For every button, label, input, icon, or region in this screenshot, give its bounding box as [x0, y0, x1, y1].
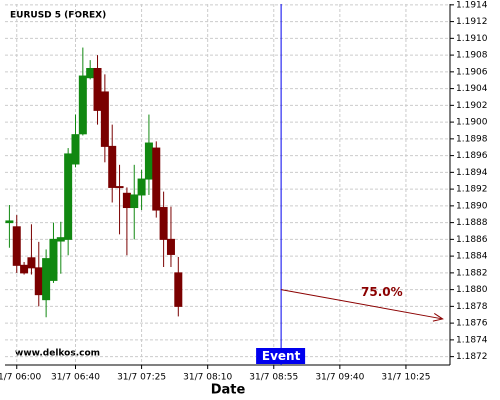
candle-body	[42, 258, 51, 301]
candle-body	[130, 194, 139, 209]
candle-body	[174, 272, 183, 307]
y-tick-label: 1.1896	[456, 151, 488, 161]
y-tick-label: 1.1888	[456, 218, 488, 228]
y-tick-label: 1.1892	[456, 185, 488, 195]
y-tick-label: 1.1872	[456, 352, 488, 362]
candle-body	[78, 75, 87, 135]
x-tick-label: 31/7 08:10	[183, 373, 232, 383]
y-tick-label: 1.1914	[456, 0, 488, 10]
candle-body	[144, 142, 153, 180]
watermark: www.delkos.com	[15, 349, 100, 359]
candle-body	[100, 91, 109, 147]
y-tick-label: 1.1902	[456, 101, 488, 111]
candle-body	[20, 264, 29, 274]
y-tick-label: 1.1900	[456, 118, 488, 128]
candle-body	[34, 267, 43, 296]
y-tick-label: 1.1876	[456, 319, 488, 329]
candle-body	[93, 67, 102, 111]
candle-body	[115, 186, 124, 189]
y-tick-label: 1.1898	[456, 134, 488, 144]
candle-body	[137, 178, 146, 196]
x-tick-label: 31/7 07:25	[117, 373, 166, 383]
candle-body	[159, 207, 168, 240]
chart-title: EURUSD 5 (FOREX)	[10, 11, 106, 21]
event-box	[256, 348, 306, 364]
candle-body	[49, 238, 58, 281]
x-tick-label: 31/7 06:00	[0, 373, 42, 383]
candle-body	[166, 238, 175, 255]
x-axis-label: Date	[211, 383, 246, 398]
y-tick-label: 1.1878	[456, 302, 488, 312]
y-tick-label: 1.1882	[456, 268, 488, 278]
y-tick-label: 1.1884	[456, 252, 488, 262]
y-tick-label: 1.1894	[456, 168, 488, 178]
x-tick-label: 31/7 08:55	[249, 373, 298, 383]
y-tick-label: 1.1908	[456, 51, 488, 61]
event-label: Event	[262, 349, 301, 363]
y-tick-label: 1.1906	[456, 67, 488, 77]
candle-body	[64, 153, 73, 240]
y-tick-label: 1.1910	[456, 34, 488, 44]
y-tick-label: 1.1890	[456, 201, 488, 211]
projection-label: 75.0%	[361, 285, 403, 299]
y-tick-label: 1.1904	[456, 84, 488, 94]
y-tick-label: 1.1874	[456, 335, 488, 345]
x-tick-label: 31/7 09:40	[315, 373, 364, 383]
x-tick-label: 31/7 10:25	[381, 373, 430, 383]
candle-body	[152, 147, 161, 211]
arrow-head	[432, 313, 444, 322]
candle-body	[27, 257, 36, 269]
y-tick-label: 1.1912	[456, 17, 488, 27]
candle-body	[108, 145, 117, 188]
x-tick-label: 31/7 06:40	[51, 373, 100, 383]
candle-body	[71, 134, 80, 165]
candle-body	[56, 237, 65, 242]
candle-body	[122, 192, 131, 209]
candle-body	[12, 226, 21, 266]
candle-body	[5, 220, 14, 224]
y-tick-label: 1.1886	[456, 235, 488, 245]
y-tick-label: 1.1880	[456, 285, 488, 295]
projection-line	[281, 289, 443, 320]
candle-body	[86, 67, 95, 79]
